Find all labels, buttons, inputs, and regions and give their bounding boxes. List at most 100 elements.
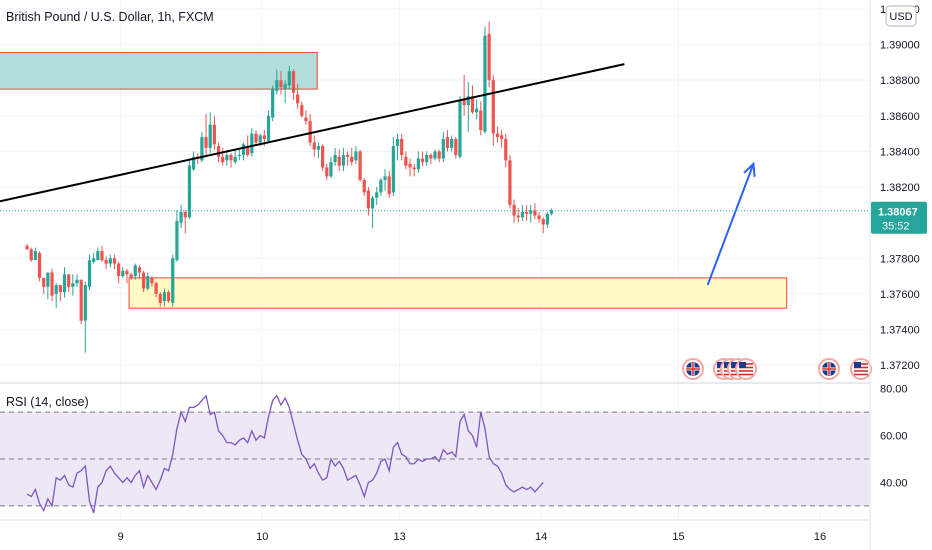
candle-body <box>454 138 458 155</box>
flag-canton <box>854 362 861 368</box>
candle-body <box>83 285 87 321</box>
rsi-axis[interactable]: 40.00 60.00 80.00 <box>880 384 908 490</box>
candlestick-series <box>25 21 554 353</box>
candle-body <box>237 154 241 156</box>
candle-body <box>483 35 487 132</box>
candle-body <box>225 154 229 161</box>
price-tick-label: 1.37800 <box>880 253 920 265</box>
candle-body <box>341 154 346 166</box>
candle-body <box>321 146 325 168</box>
candle-body <box>450 138 454 148</box>
candle-body <box>229 154 233 161</box>
candle-body <box>212 124 216 145</box>
candle-body <box>37 252 42 278</box>
candle-body <box>58 285 62 293</box>
time-axis[interactable]: 9 10 13 14 15 16 <box>118 531 827 543</box>
price-axis[interactable]: 1.392001.390001.388001.386001.384001.382… <box>880 4 920 372</box>
candle-body <box>391 146 395 193</box>
rsi-tick-label: 40.00 <box>880 477 908 489</box>
candle-body <box>46 272 50 287</box>
candle-body <box>175 220 179 261</box>
candle-body <box>366 190 370 209</box>
candle-body <box>117 263 121 277</box>
candle-body <box>166 292 171 302</box>
candle-body <box>129 274 133 278</box>
candle-body <box>258 135 262 143</box>
candle-body <box>316 146 321 150</box>
time-tick-label: 14 <box>535 531 547 543</box>
candle-body <box>370 197 375 209</box>
candle-body <box>491 80 495 134</box>
candle-body <box>291 71 296 93</box>
candle-body <box>233 156 237 163</box>
flag-canton <box>731 362 738 368</box>
candle-body <box>87 260 92 287</box>
price-tick-label: 1.39000 <box>880 40 920 52</box>
price-tick-label: 1.37400 <box>880 325 920 337</box>
supply-zone-rectangle[interactable] <box>0 52 318 90</box>
candle-body <box>387 176 391 195</box>
candle-body <box>429 154 433 159</box>
rsi-title[interactable]: RSI (14, close) <box>6 395 89 409</box>
candle-body <box>96 251 100 261</box>
candle-body <box>75 279 79 284</box>
candle-body <box>150 277 154 284</box>
candle-body <box>445 137 450 148</box>
us-flag-icon <box>735 358 757 380</box>
candle-body <box>42 277 46 287</box>
candle-body <box>495 133 500 138</box>
candle-body <box>400 138 404 155</box>
price-tick-label: 1.37600 <box>880 289 920 301</box>
flag-stripe <box>854 370 868 372</box>
price-tick-label: 1.38400 <box>880 146 920 158</box>
symbol-title: British Pound / U.S. Dollar, 1h, FXCM <box>6 10 214 24</box>
candle-body <box>62 274 67 293</box>
candle-body <box>312 142 316 150</box>
candle-body <box>133 265 137 277</box>
candle-body <box>549 210 554 214</box>
flag-canton <box>739 362 746 368</box>
time-tick-label: 16 <box>814 531 826 543</box>
candle-body <box>520 211 525 218</box>
candle-body <box>350 156 354 163</box>
demand-zone-rectangle[interactable] <box>128 277 788 309</box>
last-price-tag: 1.38067 35:52 <box>871 201 927 234</box>
candle-body <box>425 154 429 163</box>
uk-flag-icon <box>682 358 704 380</box>
candle-body <box>337 156 341 166</box>
time-tick-label: 10 <box>256 531 268 543</box>
candle-body <box>383 176 387 180</box>
projection-arrow[interactable] <box>706 161 756 286</box>
candle-body <box>275 80 279 91</box>
flag-canton <box>717 362 724 368</box>
candle-body <box>112 258 117 264</box>
candle-body <box>404 156 408 166</box>
candle-body <box>516 215 520 218</box>
candle-body <box>250 133 254 154</box>
candle-body <box>462 99 466 106</box>
candle-body <box>162 292 167 302</box>
candle-body <box>375 192 379 198</box>
candle-body <box>241 144 246 155</box>
candle-body <box>408 163 412 168</box>
candle-body <box>433 151 437 159</box>
candle-body <box>529 210 533 214</box>
candle-body <box>420 158 425 163</box>
candle-body <box>541 219 545 225</box>
trendline[interactable] <box>0 63 625 203</box>
candle-body <box>266 115 271 141</box>
candle-body <box>67 274 71 287</box>
candle-body <box>191 156 196 170</box>
time-tick-label: 9 <box>118 531 124 543</box>
uk-flag-icon <box>818 358 840 380</box>
candle-body <box>29 249 33 261</box>
last-price-label: 1.38067 <box>878 207 918 219</box>
candle-body <box>283 83 287 90</box>
candle-body <box>466 96 470 106</box>
candle-body <box>416 158 420 170</box>
currency-button[interactable]: USD <box>885 5 917 27</box>
candle-body <box>379 179 383 193</box>
candle-body <box>187 165 192 218</box>
candle-body <box>470 96 475 113</box>
